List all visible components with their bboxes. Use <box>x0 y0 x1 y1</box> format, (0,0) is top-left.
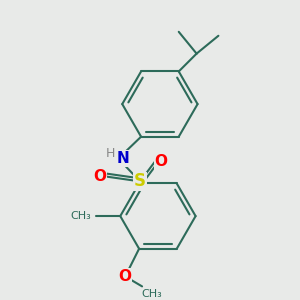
Text: O: O <box>93 169 106 184</box>
Text: O: O <box>119 269 132 284</box>
Text: H: H <box>106 147 115 160</box>
Text: CH₃: CH₃ <box>142 289 162 299</box>
Text: S: S <box>134 172 146 190</box>
Text: O: O <box>154 154 167 169</box>
Text: CH₃: CH₃ <box>70 211 91 221</box>
Text: N: N <box>117 151 130 166</box>
